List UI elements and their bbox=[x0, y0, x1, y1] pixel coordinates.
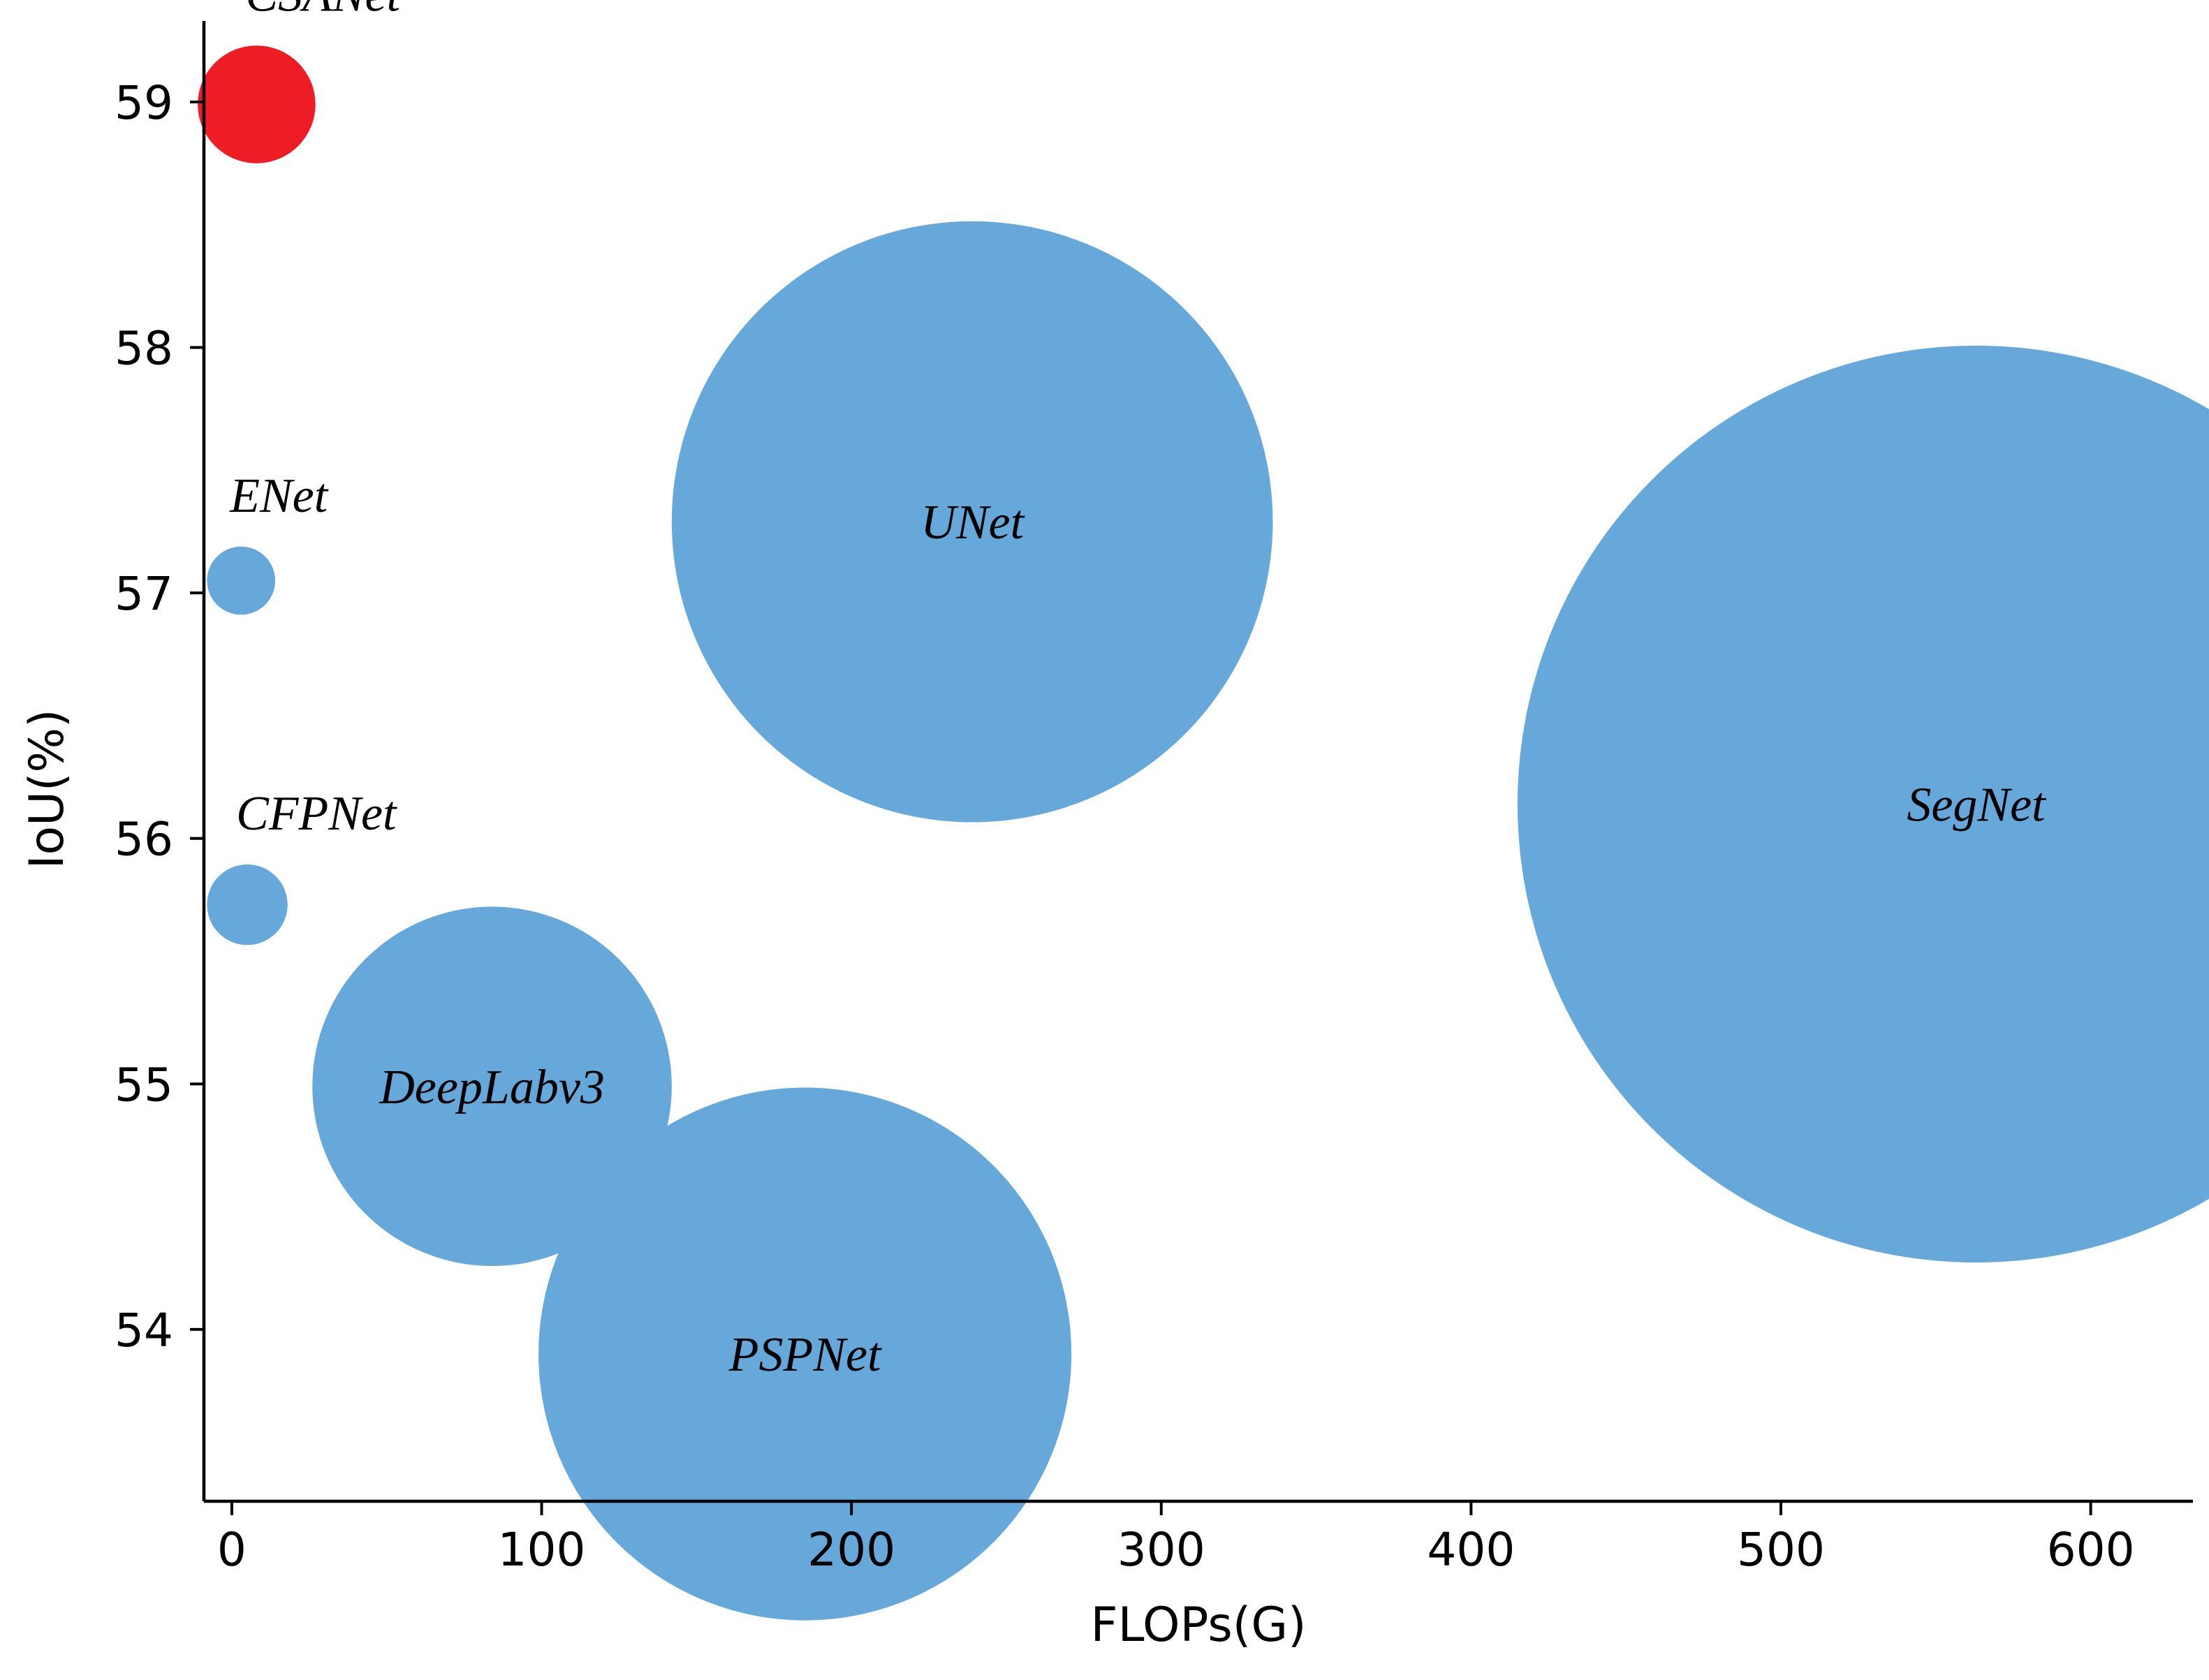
bubble-enet bbox=[207, 546, 276, 615]
x-tick-label: 600 bbox=[2047, 1523, 2135, 1577]
y-tick-label: 57 bbox=[115, 567, 173, 621]
label-segnet: SegNet bbox=[1907, 779, 2046, 832]
y-axis-ticks: 54 55 56 57 58 59 bbox=[115, 76, 204, 1357]
y-tick-label: 56 bbox=[115, 813, 173, 867]
label-pspnet: PSPNet bbox=[728, 1328, 882, 1382]
x-axis-ticks: 0 100 200 300 400 500 600 bbox=[217, 1501, 2135, 1577]
x-tick-label: 400 bbox=[1427, 1523, 1515, 1577]
label-deeplabv3: DeepLabv3 bbox=[379, 1061, 605, 1114]
label-enet: ENet bbox=[229, 469, 329, 523]
y-tick-label: 58 bbox=[115, 322, 173, 376]
x-tick-label: 300 bbox=[1117, 1523, 1205, 1577]
bubble-segnet bbox=[1518, 346, 2209, 1262]
bubbles-layer bbox=[198, 45, 2209, 1621]
x-tick-label: 500 bbox=[1737, 1523, 1825, 1577]
bubble-cfpnet bbox=[207, 864, 288, 945]
y-tick-label: 54 bbox=[115, 1304, 173, 1357]
x-tick-label: 0 bbox=[217, 1523, 247, 1577]
bubble-unet bbox=[671, 221, 1273, 823]
bubble-pspnet bbox=[538, 1087, 1072, 1621]
y-tick-label: 55 bbox=[115, 1058, 173, 1112]
label-csanet: CSANet bbox=[245, 0, 401, 22]
y-axis-title: IoU(%) bbox=[20, 709, 75, 869]
bubble-csanet bbox=[198, 45, 316, 163]
y-tick-label: 59 bbox=[115, 76, 173, 130]
bubble-deeplabv3 bbox=[312, 906, 672, 1267]
point-labels-layer: CSANet ENet CFPNet UNet SegNet DeepLabv3 PSPNe… bbox=[229, 0, 2046, 1382]
label-unet: UNet bbox=[920, 496, 1025, 550]
x-tick-label: 200 bbox=[807, 1523, 895, 1577]
x-axis-title: FLOPs(G) bbox=[1090, 1598, 1306, 1653]
label-cfpnet: CFPNet bbox=[236, 787, 397, 841]
x-tick-label: 100 bbox=[498, 1523, 586, 1577]
